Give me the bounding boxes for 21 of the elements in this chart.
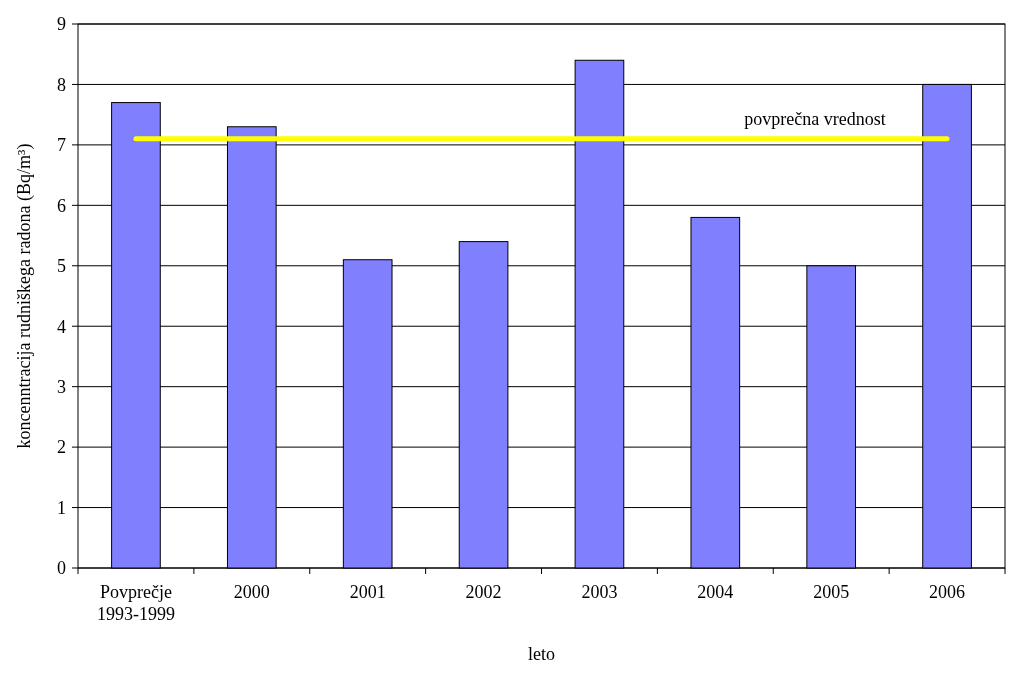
x-tick-label: 2005 bbox=[813, 582, 850, 602]
y-axis-title: koncenntracija rudniškega radona (Bq/m³) bbox=[14, 143, 35, 449]
x-tick-label: 2006 bbox=[929, 582, 966, 602]
x-tick-label: 2004 bbox=[697, 582, 734, 602]
y-tick-label: 3 bbox=[57, 376, 66, 397]
y-tick-label: 7 bbox=[57, 135, 66, 156]
y-tick-label: 9 bbox=[57, 14, 66, 35]
x-tick-label: Povprečje 1993-1999 bbox=[96, 582, 175, 624]
y-tick-label: 4 bbox=[57, 316, 66, 337]
y-tick-label: 6 bbox=[57, 195, 66, 216]
y-tick-label: 1 bbox=[57, 497, 66, 518]
x-tick-label: 2003 bbox=[581, 582, 618, 602]
x-axis-title: leto bbox=[528, 644, 555, 664]
y-tick-label: 8 bbox=[57, 74, 66, 95]
x-tick-label: 2001 bbox=[349, 582, 386, 602]
y-tick-label: 0 bbox=[57, 558, 66, 579]
y-tick-label: 5 bbox=[57, 256, 66, 277]
x-tick-label: 2000 bbox=[233, 582, 270, 602]
y-tick-label: 2 bbox=[57, 437, 66, 458]
x-tick-label: 2002 bbox=[465, 582, 502, 602]
ref-line-label: povprečna vrednost bbox=[744, 108, 886, 129]
